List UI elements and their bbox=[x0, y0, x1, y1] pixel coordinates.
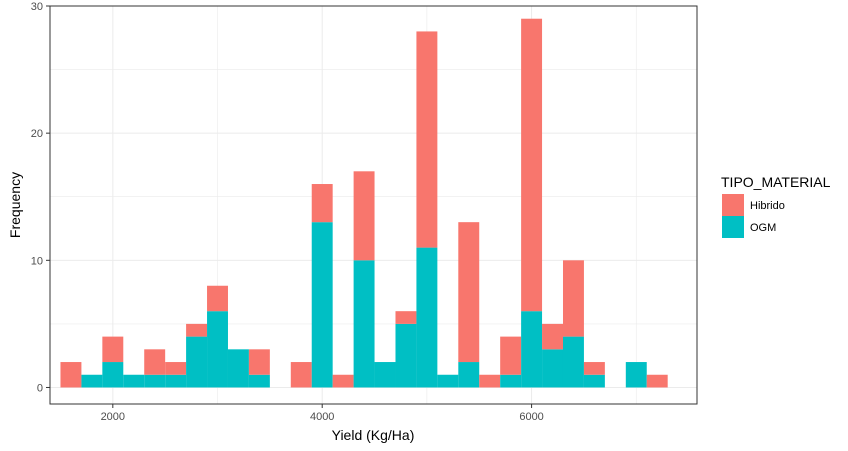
y-axis: 0 10 20 30 bbox=[31, 1, 50, 394]
bar-ogm bbox=[395, 323, 417, 388]
y-tick-label: 30 bbox=[31, 1, 43, 13]
bar-hibrido bbox=[583, 362, 605, 375]
bar-ogm bbox=[144, 374, 166, 388]
bar-hibrido bbox=[646, 374, 668, 388]
bar-ogm bbox=[311, 222, 333, 388]
bar-hibrido bbox=[521, 18, 543, 312]
bar-hibrido bbox=[479, 374, 501, 388]
bar-ogm bbox=[458, 362, 480, 388]
x-tick-label: 6000 bbox=[519, 411, 543, 423]
bar-ogm bbox=[500, 374, 522, 388]
bars bbox=[60, 18, 668, 388]
bar-hibrido bbox=[562, 260, 584, 337]
legend: TIPO_MATERIAL Hibrido OGM bbox=[721, 174, 831, 238]
bar-hibrido bbox=[60, 362, 82, 388]
bar-hibrido bbox=[102, 336, 124, 363]
bar-hibrido bbox=[500, 336, 522, 375]
legend-title: TIPO_MATERIAL bbox=[721, 174, 831, 190]
bar-ogm bbox=[227, 349, 249, 388]
bar-ogm bbox=[207, 311, 228, 388]
bar-hibrido bbox=[542, 323, 563, 350]
bar-ogm bbox=[81, 374, 103, 388]
x-tick-label: 2000 bbox=[101, 411, 125, 423]
bar-ogm bbox=[374, 362, 396, 388]
x-axis-title: Yield (Kg/Ha) bbox=[332, 427, 415, 443]
legend-label-ogm: OGM bbox=[750, 222, 776, 234]
bar-hibrido bbox=[395, 311, 417, 324]
legend-key-ogm bbox=[722, 216, 744, 238]
x-axis: 2000 4000 6000 bbox=[101, 404, 544, 423]
bar-hibrido bbox=[144, 349, 166, 375]
bar-ogm bbox=[583, 374, 605, 388]
bar-ogm bbox=[165, 374, 187, 388]
y-tick-label: 20 bbox=[31, 128, 43, 140]
x-tick-label: 4000 bbox=[310, 411, 334, 423]
bar-ogm bbox=[562, 336, 584, 388]
bar-hibrido bbox=[186, 323, 208, 337]
bar-hibrido bbox=[353, 171, 375, 261]
y-tick-label: 10 bbox=[31, 255, 43, 267]
bar-ogm bbox=[353, 260, 375, 388]
bar-ogm bbox=[248, 374, 270, 388]
bar-ogm bbox=[437, 374, 459, 388]
y-tick-label: 0 bbox=[37, 382, 43, 394]
bar-hibrido bbox=[207, 285, 228, 312]
bar-hibrido bbox=[332, 374, 354, 388]
bar-hibrido bbox=[416, 31, 438, 248]
bar-ogm bbox=[186, 336, 208, 388]
bar-ogm bbox=[123, 374, 145, 388]
bar-ogm bbox=[625, 362, 647, 388]
plot-panel-border bbox=[49, 5, 698, 405]
bar-hibrido bbox=[165, 362, 187, 375]
legend-label-hibrido: Hibrido bbox=[750, 200, 785, 212]
bar-ogm bbox=[102, 362, 124, 388]
y-axis-title: Frequency bbox=[7, 172, 23, 238]
bar-hibrido bbox=[290, 362, 312, 388]
bar-hibrido bbox=[248, 349, 270, 375]
bar-hibrido bbox=[458, 222, 480, 363]
bar-ogm bbox=[542, 349, 563, 388]
bar-ogm bbox=[416, 247, 438, 388]
bar-hibrido bbox=[311, 184, 333, 223]
bar-ogm bbox=[521, 311, 543, 388]
legend-key-hibrido bbox=[722, 194, 744, 216]
